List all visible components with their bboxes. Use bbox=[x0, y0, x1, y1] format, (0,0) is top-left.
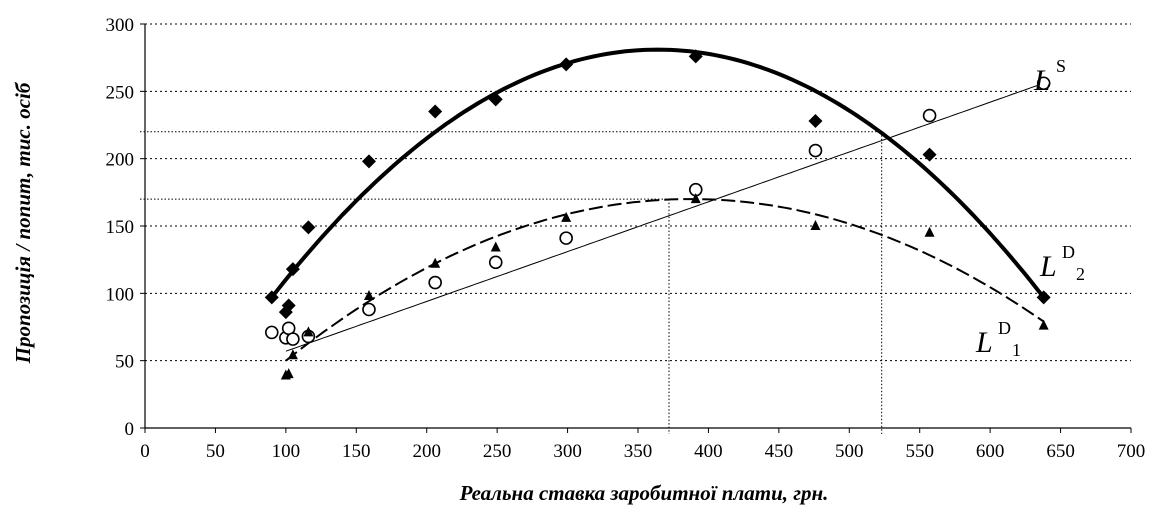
data-point-diamond bbox=[301, 220, 316, 235]
reference-lines bbox=[140, 131, 883, 434]
x-tick-label: 600 bbox=[976, 441, 1005, 462]
trend-line bbox=[285, 82, 1044, 352]
data-point-triangle bbox=[1038, 319, 1049, 330]
curve-labels: L SL D2L D1 bbox=[975, 56, 1085, 360]
data-point-triangle bbox=[690, 193, 701, 204]
data-point-diamond bbox=[281, 298, 296, 313]
x-tick-label: 300 bbox=[553, 441, 582, 462]
x-tick-label: 150 bbox=[342, 441, 371, 462]
data-point-triangle bbox=[430, 257, 441, 268]
x-tick-label: 0 bbox=[140, 441, 150, 462]
x-tick-label: 500 bbox=[835, 441, 864, 462]
data-points bbox=[264, 49, 1051, 380]
trend-line bbox=[270, 47, 1046, 299]
data-point-triangle bbox=[924, 226, 935, 237]
data-point-diamond bbox=[488, 92, 503, 107]
data-point-circle bbox=[362, 302, 376, 317]
curve-label: L bbox=[1033, 64, 1051, 97]
curve-label-superscript: D bbox=[1062, 242, 1075, 262]
data-point-circle bbox=[922, 108, 937, 123]
data-point-circle bbox=[264, 325, 279, 340]
data-point-diamond bbox=[361, 154, 376, 169]
data-point-diamond bbox=[922, 147, 937, 162]
x-tick-label: 700 bbox=[1117, 441, 1146, 462]
data-point-circle bbox=[1036, 76, 1051, 91]
curve-label-superscript: D bbox=[998, 318, 1011, 338]
data-point-triangle bbox=[363, 290, 374, 301]
data-point-circle bbox=[559, 231, 573, 245]
axes: 0 50 100 150 200 250 300 0 50 100 150 200 250 300 350 4… bbox=[106, 15, 1146, 462]
curve-label-subscript: 1 bbox=[1012, 340, 1021, 360]
x-tick-label: 50 bbox=[206, 441, 225, 462]
data-point-diamond bbox=[808, 113, 823, 128]
data-point-triangle bbox=[283, 368, 294, 379]
data-point-triangle bbox=[490, 241, 501, 252]
y-tick-label: 50 bbox=[115, 352, 134, 373]
y-tick-label: 250 bbox=[106, 82, 135, 103]
data-point-circle bbox=[286, 332, 300, 346]
x-tick-label: 100 bbox=[272, 441, 301, 462]
x-tick-label: 250 bbox=[483, 441, 512, 462]
trend-line bbox=[285, 198, 1045, 362]
data-point-triangle bbox=[561, 211, 572, 222]
x-tick-label: 550 bbox=[905, 441, 934, 462]
data-point-circle bbox=[808, 143, 823, 158]
data-point-circle bbox=[488, 255, 503, 270]
curve-label-subscript: 2 bbox=[1076, 264, 1085, 284]
curve-label: L bbox=[975, 326, 993, 359]
curve-label-superscript: S bbox=[1056, 56, 1066, 76]
y-tick-label: 300 bbox=[106, 15, 135, 36]
curve-label: L bbox=[1039, 250, 1057, 283]
grid bbox=[145, 23, 1131, 362]
data-point-triangle bbox=[287, 349, 298, 360]
x-tick-label: 650 bbox=[1046, 441, 1075, 462]
data-point-diamond bbox=[559, 57, 574, 72]
data-point-diamond bbox=[1036, 290, 1051, 305]
x-axis-title: Реальна ставка заробитної плати, грн. bbox=[459, 481, 829, 505]
data-point-diamond bbox=[428, 104, 443, 119]
trend-lines bbox=[270, 47, 1046, 362]
x-tick-label: 350 bbox=[624, 441, 653, 462]
data-point-diamond bbox=[688, 49, 703, 64]
y-tick-label: 150 bbox=[106, 217, 135, 238]
data-point-diamond bbox=[285, 262, 300, 277]
x-tick-label: 200 bbox=[412, 441, 441, 462]
data-point-diamond bbox=[264, 290, 279, 305]
y-axis-title: Пропозиція / попит, тис. осіб bbox=[11, 81, 35, 364]
data-point-triangle bbox=[810, 220, 821, 230]
data-point-triangle bbox=[303, 326, 314, 337]
data-point-circle bbox=[428, 275, 442, 290]
y-tick-label: 200 bbox=[106, 150, 135, 171]
x-tick-label: 450 bbox=[765, 441, 794, 462]
x-tick-label: 400 bbox=[694, 441, 723, 462]
y-tick-label: 0 bbox=[125, 419, 135, 440]
y-tick-label: 100 bbox=[106, 284, 135, 305]
